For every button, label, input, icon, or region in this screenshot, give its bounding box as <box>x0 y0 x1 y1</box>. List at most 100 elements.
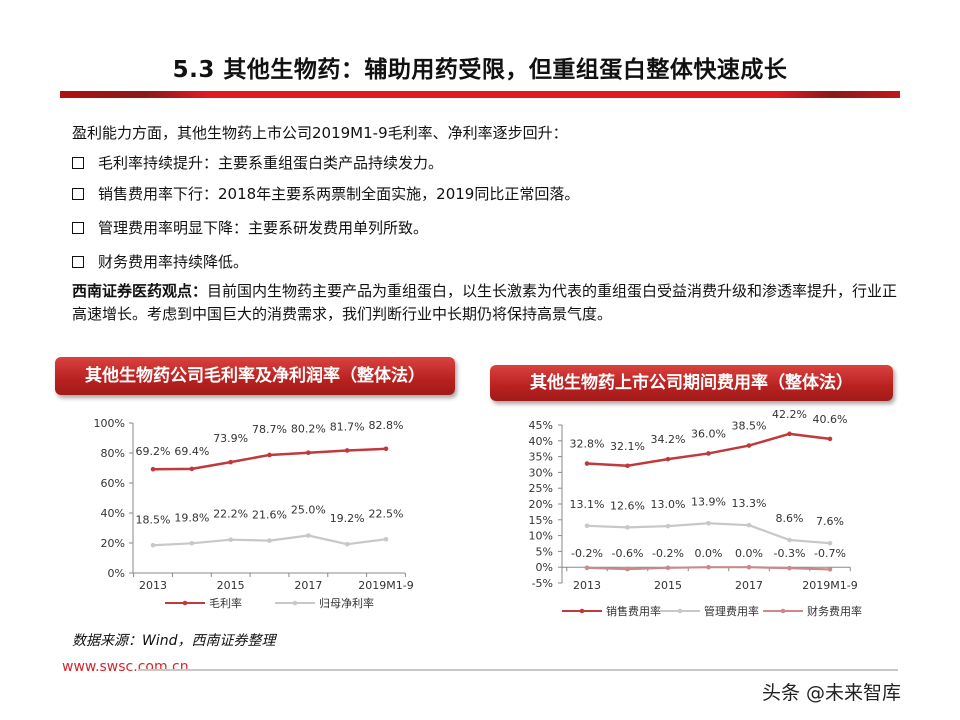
data-point <box>706 451 711 456</box>
data-point <box>584 461 590 466</box>
data-label: -0.3% <box>774 547 806 560</box>
legend-marker <box>292 600 298 606</box>
data-point <box>383 536 389 542</box>
website-link[interactable]: www.swsc.com.cn <box>62 659 189 675</box>
y-tick-label: 80% <box>101 447 125 460</box>
data-label: 13.0% <box>651 498 686 511</box>
y-tick-label: 20% <box>101 537 125 550</box>
viewpoint-text: 目前国内生物药主要产品为重组蛋白，以生长激素为代表的重组蛋白受益消费升级和渗透率… <box>72 282 898 323</box>
square-bullet-icon <box>72 256 84 268</box>
y-tick-label: 40% <box>529 435 553 448</box>
legend-marker <box>182 600 188 606</box>
data-label: 7.6% <box>816 515 844 528</box>
data-label: 42.2% <box>772 408 807 421</box>
y-tick-label: 35% <box>529 451 553 464</box>
data-point <box>625 525 630 530</box>
data-point <box>787 565 792 571</box>
y-tick-label: 0% <box>536 561 553 574</box>
data-label: 21.6% <box>252 509 287 522</box>
data-label: 25.0% <box>291 504 326 517</box>
legend-label: 销售费用率 <box>606 604 661 618</box>
x-tick-label: 2015 <box>217 579 245 592</box>
y-tick-label: 30% <box>529 466 553 479</box>
data-label: 13.3% <box>732 497 767 510</box>
chart-left-title-banner: 其他生物药公司毛利率及净利润率（整体法） <box>55 357 455 395</box>
data-label: 12.6% <box>610 499 645 512</box>
data-label: 0.0% <box>695 547 723 560</box>
data-point <box>827 540 833 546</box>
viewpoint-paragraph: 西南证券医药观点：目前国内生物药主要产品为重组蛋白，以生长激素为代表的重组蛋白受… <box>72 280 902 325</box>
legend-label: 归母净利率 <box>319 596 374 610</box>
data-point <box>625 566 630 572</box>
data-point <box>584 523 590 529</box>
data-label: -0.2% <box>571 547 603 560</box>
data-point <box>665 565 671 571</box>
title-underline-bar <box>60 91 900 98</box>
watermark-text: 头条 @未来智库 <box>762 682 902 704</box>
data-label: 73.9% <box>213 432 248 445</box>
x-tick-label: 2017 <box>735 579 763 592</box>
legend-label: 毛利率 <box>209 596 242 610</box>
legend-marker <box>579 608 585 614</box>
y-tick-label: 40% <box>101 507 125 520</box>
bullet-text: 财务费用率持续降低。 <box>98 253 249 271</box>
data-point <box>827 436 833 442</box>
x-tick-label: 2015 <box>654 579 682 592</box>
data-point <box>787 537 792 543</box>
data-point <box>306 450 311 456</box>
data-label: 22.2% <box>213 508 248 521</box>
y-tick-label: 45% <box>529 419 553 432</box>
data-point <box>228 459 233 465</box>
series-line-管理费用率 <box>586 522 831 545</box>
x-tick-label: 2017 <box>294 579 322 592</box>
data-label: 81.7% <box>330 420 365 433</box>
x-tick-label: 2013 <box>573 579 601 592</box>
y-tick-label: 5% <box>536 545 553 558</box>
y-tick-label: -5% <box>532 577 553 590</box>
intro-text: 盈利能力方面，其他生物药上市公司2019M1-9毛利率、净利率逐步回升： <box>72 124 568 142</box>
square-bullet-icon <box>72 222 84 234</box>
data-label: 19.2% <box>330 512 365 525</box>
data-point <box>706 520 711 526</box>
data-label: 69.4% <box>174 445 209 458</box>
data-point <box>383 446 389 452</box>
data-label: 13.1% <box>570 498 605 511</box>
x-tick-label: 2019M1-9 <box>802 579 857 592</box>
data-point <box>344 541 350 547</box>
data-point <box>787 431 792 437</box>
data-label: -0.2% <box>652 547 684 560</box>
slide-title: 5.3 其他生物药：辅助用药受限，但重组蛋白整体快速成长 <box>172 57 788 83</box>
y-tick-label: 100% <box>94 417 125 430</box>
bullet-item: 毛利率持续提升：主要系重组蛋白类产品持续发力。 <box>72 152 902 174</box>
data-point <box>344 448 350 453</box>
data-label: 32.1% <box>610 440 645 453</box>
bullet-item: 销售费用率下行：2018年主要系两票制全面实施，2019同比正常回落。 <box>72 183 902 205</box>
bullet-item: 管理费用率明显下降：主要系研发费用单列所致。 <box>72 217 902 239</box>
data-point <box>746 564 752 570</box>
y-tick-label: 10% <box>529 530 553 543</box>
data-label: 36.0% <box>691 427 726 440</box>
data-label: 13.9% <box>691 495 726 508</box>
data-label: -0.7% <box>814 547 846 560</box>
legend-marker <box>677 608 683 614</box>
data-label: 32.8% <box>570 438 605 451</box>
data-point <box>665 523 671 529</box>
y-tick-label: 15% <box>529 514 553 527</box>
y-tick-label: 20% <box>529 498 553 511</box>
legend-marker <box>780 608 786 614</box>
data-point <box>189 541 195 546</box>
chart-right-title-banner: 其他生物药上市公司期间费用率（整体法） <box>490 365 893 401</box>
data-label: 78.7% <box>252 423 287 436</box>
data-label: 18.5% <box>136 513 171 526</box>
data-label: 8.6% <box>776 512 804 525</box>
data-point <box>584 565 590 571</box>
data-label: 34.2% <box>651 433 686 446</box>
data-label: 69.2% <box>136 445 171 458</box>
viewpoint-label: 西南证券医药观点： <box>72 282 208 300</box>
data-point <box>267 452 272 458</box>
data-point <box>150 542 156 548</box>
legend-label: 管理费用率 <box>704 604 759 618</box>
bullet-text: 管理费用率明显下降：主要系研发费用单列所致。 <box>98 219 429 237</box>
y-tick-label: 60% <box>101 477 125 490</box>
